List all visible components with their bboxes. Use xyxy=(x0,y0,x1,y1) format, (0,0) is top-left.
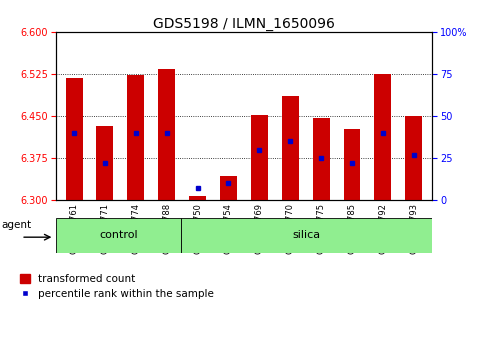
Bar xyxy=(66,78,83,200)
Bar xyxy=(128,75,144,200)
Text: agent: agent xyxy=(1,221,31,230)
Bar xyxy=(97,126,114,200)
Bar xyxy=(158,69,175,200)
Bar xyxy=(251,115,268,200)
Bar xyxy=(181,218,432,253)
Legend: transformed count, percentile rank within the sample: transformed count, percentile rank withi… xyxy=(20,274,214,299)
Bar xyxy=(374,74,391,200)
Title: GDS5198 / ILMN_1650096: GDS5198 / ILMN_1650096 xyxy=(153,17,335,31)
Bar xyxy=(220,177,237,200)
Text: silica: silica xyxy=(293,230,321,240)
Bar xyxy=(282,96,298,200)
Bar xyxy=(343,130,360,200)
Bar xyxy=(56,218,181,253)
Text: control: control xyxy=(99,230,138,240)
Bar xyxy=(189,196,206,200)
Bar xyxy=(313,118,329,200)
Bar xyxy=(405,116,422,200)
